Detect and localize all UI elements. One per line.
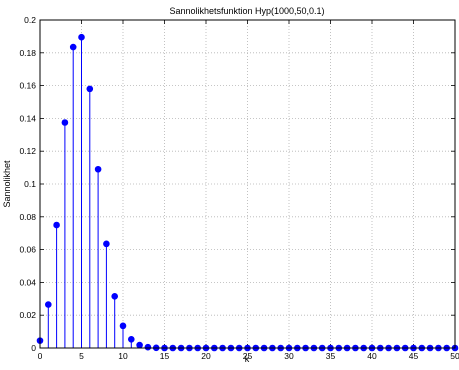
y-tick-label: 0.12 bbox=[19, 146, 36, 156]
data-point bbox=[119, 322, 127, 330]
y-tick-label: 0 bbox=[31, 343, 36, 353]
plot-frame bbox=[39, 19, 456, 349]
x-tick-label: 0 bbox=[38, 351, 43, 361]
data-point bbox=[128, 336, 135, 343]
x-tick-label: 5 bbox=[79, 351, 84, 361]
y-tick-label: 0.1 bbox=[24, 179, 36, 189]
x-tick-label: 25 bbox=[243, 351, 253, 361]
x-tick-label: 15 bbox=[160, 351, 170, 361]
x-tick-label: 10 bbox=[118, 351, 128, 361]
x-tick-label: 20 bbox=[201, 351, 211, 361]
y-tick-label: 0.14 bbox=[19, 113, 36, 123]
y-tick-label: 0.18 bbox=[19, 48, 36, 58]
data-point bbox=[103, 240, 110, 248]
y-tick-label: 0.2 bbox=[24, 15, 36, 25]
x-tick-label: 50 bbox=[450, 351, 459, 361]
data-point bbox=[44, 301, 52, 308]
y-tick-labels: 0 0.02 0.04 0.06 0.08 0.1 0.12 0.14 0.16 0.18 0.2 bbox=[19, 15, 36, 353]
x-axis-title: k bbox=[245, 354, 250, 364]
data-point bbox=[136, 341, 143, 349]
chart-title: Sannolikhetsfunktion Hyp(1000,50,0.1) bbox=[169, 6, 324, 16]
y-tick-label: 0.06 bbox=[19, 245, 36, 255]
data-point bbox=[86, 85, 94, 93]
y-tick-label: 0.16 bbox=[19, 81, 36, 91]
grid-lines bbox=[39, 19, 456, 349]
data-point bbox=[61, 119, 69, 126]
data-point bbox=[69, 43, 77, 51]
y-tick-label: 0.08 bbox=[19, 212, 36, 222]
x-tick-label: 45 bbox=[409, 351, 419, 361]
x-tick-label: 35 bbox=[326, 351, 336, 361]
y-tick-label: 0.04 bbox=[19, 277, 36, 287]
data-point bbox=[94, 165, 102, 173]
data-point bbox=[53, 221, 60, 229]
y-tick-label: 0.02 bbox=[19, 310, 36, 320]
data-markers bbox=[36, 33, 459, 352]
y-axis-title: Sannolikhet bbox=[2, 160, 12, 208]
x-tick-label: 40 bbox=[367, 351, 377, 361]
x-tick-labels: 0 5 10 15 20 25 30 35 40 45 50 bbox=[38, 351, 459, 361]
data-point bbox=[111, 293, 118, 300]
x-tick-label: 30 bbox=[284, 351, 294, 361]
data-stems bbox=[39, 37, 157, 348]
data-point bbox=[144, 343, 152, 351]
data-point bbox=[78, 33, 85, 41]
